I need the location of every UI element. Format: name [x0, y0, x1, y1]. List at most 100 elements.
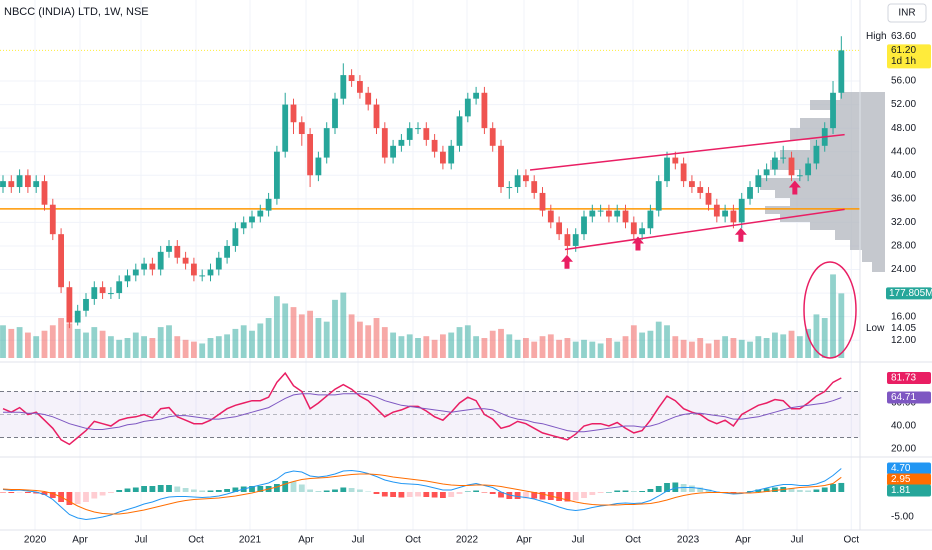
histogram-bar: [581, 492, 587, 498]
histogram-bar: [0, 492, 6, 493]
volume-bar: [273, 296, 280, 358]
histogram-bar: [415, 492, 421, 497]
volume-label-box: [886, 287, 932, 300]
volume-bar: [581, 339, 587, 358]
volume-bar: [606, 338, 612, 358]
currency-label[interactable]: INR: [898, 8, 915, 19]
candle-body: [680, 163, 687, 182]
volume-bar: [174, 336, 181, 358]
candle-body: [99, 287, 106, 294]
candle-body: [506, 187, 513, 189]
candle-body: [772, 157, 778, 170]
volume-bar: [498, 328, 504, 358]
candle-body: [672, 157, 679, 164]
low-name: Low: [866, 323, 885, 334]
candle-body: [149, 263, 156, 270]
candle-body: [265, 198, 272, 211]
histogram-bar: [630, 491, 637, 492]
candle-body: [713, 204, 720, 217]
x-tick-label: Oct: [844, 535, 860, 546]
candle-body: [315, 157, 322, 176]
candle-body: [199, 275, 206, 277]
volume-bar: [348, 314, 355, 358]
volume-bar: [290, 307, 297, 358]
volume-bar: [672, 336, 679, 358]
volume-bar: [33, 336, 40, 358]
candle-body: [514, 175, 521, 188]
histogram-bar: [697, 487, 704, 492]
candle-body: [307, 134, 314, 176]
histogram-bar: [24, 492, 31, 493]
candle-body: [141, 263, 147, 270]
histogram-bar: [647, 489, 654, 492]
candle-body: [356, 81, 363, 93]
histogram-bar: [788, 488, 795, 492]
volume-bar: [157, 327, 164, 358]
candle-body: [83, 298, 89, 311]
price-label: 81.73: [891, 373, 916, 384]
histogram-bar: [838, 482, 845, 492]
volume-bar: [182, 339, 189, 358]
trend-line: [564, 208, 845, 251]
histogram-bar: [224, 489, 231, 492]
candle-body: [249, 216, 255, 223]
currency-button[interactable]: [887, 3, 927, 23]
volume-bar: [689, 341, 695, 358]
histogram-bar: [207, 490, 214, 492]
price-label: 1.81: [891, 485, 911, 496]
volume-bar: [738, 339, 745, 358]
y-tick-label: 28.00: [891, 241, 916, 252]
histogram-bar: [796, 490, 803, 492]
histogram-bar: [340, 487, 347, 492]
histogram-bar: [539, 492, 546, 500]
candle-body: [390, 145, 397, 158]
candle-body: [780, 157, 787, 159]
price-label-box: [887, 391, 931, 404]
volume-bar: [456, 327, 463, 358]
candle-body: [240, 222, 247, 229]
volume-bar: [323, 321, 330, 358]
volume-bar: [365, 325, 372, 358]
volume-bar: [66, 323, 73, 358]
volume-bar: [16, 327, 23, 358]
histogram-bar: [464, 491, 471, 492]
histogram-bar: [689, 485, 695, 492]
candle-body: [91, 287, 98, 299]
candle-body: [763, 169, 770, 176]
y-tick-label: 16.00: [891, 311, 916, 322]
histogram-bar: [830, 484, 836, 492]
candle-body: [415, 128, 421, 130]
histogram-bar: [772, 487, 778, 492]
candle-body: [157, 251, 164, 270]
volume-bar: [630, 325, 637, 358]
marks-layer: [0, 36, 860, 521]
histogram-bar: [356, 489, 363, 492]
volume-bar: [805, 328, 812, 358]
y-tick-label: 24.00: [891, 264, 916, 275]
x-tick-label: Jul: [352, 535, 365, 546]
y-tick-label: 36.00: [891, 193, 916, 204]
candle-body: [182, 257, 189, 264]
candle-body: [755, 175, 762, 188]
volume-bar: [713, 339, 720, 358]
volume-bar: [381, 327, 388, 358]
histogram-bar: [473, 490, 480, 492]
volume-bar: [705, 343, 712, 358]
candle-body: [481, 92, 488, 129]
axis-layer: [0, 0, 932, 531]
histogram-bar: [523, 492, 529, 499]
histogram-bar: [448, 492, 455, 497]
y-tick-label: -5.00: [891, 512, 914, 523]
volume-bar: [547, 334, 554, 358]
candle-body: [440, 151, 446, 164]
histogram-bar: [564, 492, 571, 502]
volume-bar: [639, 332, 646, 358]
candle-body: [547, 210, 554, 223]
x-tick-label: Apr: [298, 535, 314, 546]
y-tick-label: 40.00: [891, 421, 916, 432]
candle-body: [66, 287, 73, 323]
candle-body: [107, 293, 114, 295]
price-label-box: [887, 473, 931, 486]
candle-body: [813, 145, 820, 164]
